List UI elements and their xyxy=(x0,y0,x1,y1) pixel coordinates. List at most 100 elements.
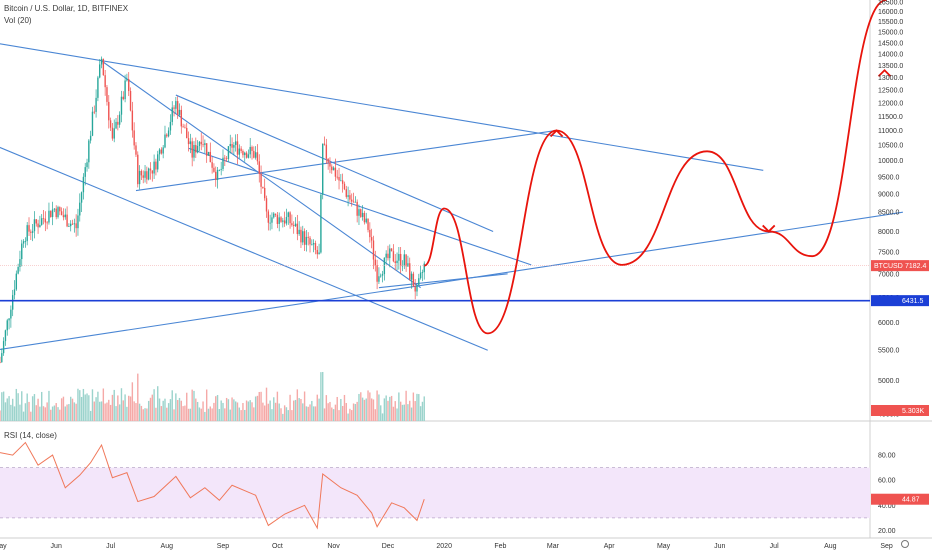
volume-bar xyxy=(423,396,425,421)
candle-body xyxy=(320,194,322,253)
chart-settings-icon[interactable] xyxy=(901,540,909,548)
candle-body xyxy=(244,152,246,156)
candle-body xyxy=(327,158,329,163)
volume-bar xyxy=(57,407,59,421)
volume-bar xyxy=(410,407,413,421)
candle-body xyxy=(24,241,27,242)
candle-body xyxy=(338,177,340,181)
candle-body xyxy=(77,215,79,229)
candle-body xyxy=(323,143,326,145)
projection-path[interactable] xyxy=(423,0,892,335)
volume-bar xyxy=(318,398,320,421)
candle-body xyxy=(260,173,262,187)
candle-body xyxy=(193,145,195,158)
volume-bar xyxy=(200,408,202,421)
candle-body xyxy=(267,211,270,223)
time-tick-label: May xyxy=(0,543,7,550)
volume-bar xyxy=(374,409,376,421)
volume-bar xyxy=(42,406,45,421)
candle-body xyxy=(19,259,21,268)
candle-body xyxy=(416,285,418,292)
candle-body xyxy=(13,289,16,296)
candle-body xyxy=(300,229,302,243)
volume-bar xyxy=(66,404,68,421)
candle-body xyxy=(343,183,346,190)
candle-body xyxy=(124,80,126,100)
volume-bar xyxy=(323,408,326,421)
volume-bar xyxy=(111,394,114,421)
trendline xyxy=(175,94,494,232)
candle-body xyxy=(311,244,313,246)
volume-bar xyxy=(227,399,230,421)
candle-body xyxy=(256,152,259,162)
volume-bars xyxy=(0,371,425,421)
volume-bar xyxy=(144,408,146,421)
volume-bar xyxy=(120,388,123,421)
candle-body xyxy=(381,274,384,276)
volume-bar xyxy=(271,409,273,421)
volume-bar xyxy=(396,408,398,421)
support-line[interactable] xyxy=(0,265,870,302)
candle-body xyxy=(111,127,114,139)
volume-bar xyxy=(99,401,101,421)
candle-body xyxy=(369,229,371,238)
volume-bar xyxy=(354,404,357,421)
volume-bar xyxy=(97,391,99,421)
candle-body xyxy=(365,218,367,223)
volume-bar xyxy=(28,401,30,421)
candle-body xyxy=(245,152,248,158)
candle-body xyxy=(378,276,380,282)
volume-bar xyxy=(176,400,179,421)
candle-body xyxy=(115,121,117,129)
trendlines[interactable] xyxy=(0,43,903,351)
candle-body xyxy=(97,77,99,98)
volume-bar xyxy=(329,401,331,421)
candle-body xyxy=(296,223,299,235)
time-tick-label: Oct xyxy=(272,543,283,550)
candle-body xyxy=(28,225,30,232)
candle-body xyxy=(31,231,34,233)
volume-bar xyxy=(309,404,311,421)
candle-body xyxy=(158,149,161,155)
candle-body xyxy=(410,273,413,280)
volume-bar xyxy=(390,395,393,421)
candle-body xyxy=(236,141,239,155)
volume-bar xyxy=(222,402,224,421)
candle-body xyxy=(209,151,212,163)
volume-bar xyxy=(40,391,43,421)
volume-bar xyxy=(55,403,57,421)
candle-body xyxy=(282,220,284,222)
volume-bar xyxy=(363,399,366,421)
volume-bar xyxy=(211,408,213,421)
candle-body xyxy=(176,101,179,115)
volume-bar xyxy=(60,398,63,421)
volume-bar xyxy=(175,393,177,421)
candle-body xyxy=(93,111,95,113)
time-tick-label: Sep xyxy=(217,543,230,550)
candle-body xyxy=(189,141,192,145)
volume-bar xyxy=(267,403,270,421)
volume-bar xyxy=(187,408,190,421)
candle-body xyxy=(347,195,349,197)
candle-body xyxy=(157,154,159,170)
volume-bar xyxy=(31,396,34,421)
volume-bar xyxy=(289,394,291,421)
candle-body xyxy=(360,209,362,217)
candle-body xyxy=(120,96,123,115)
volume-bar xyxy=(336,396,338,421)
volume-bar xyxy=(113,389,115,421)
price-tick-label: 14500.0 xyxy=(878,40,903,47)
volume-bar xyxy=(30,411,32,421)
volume-bar xyxy=(15,388,18,421)
volume-bar xyxy=(178,397,181,421)
volume-bar xyxy=(240,410,242,421)
candle-body xyxy=(283,220,286,224)
volume-bar xyxy=(205,389,208,421)
candle-body xyxy=(48,210,50,223)
candle-body xyxy=(137,154,139,185)
candle-body xyxy=(380,275,382,277)
volume-bar xyxy=(236,402,239,421)
candle-body xyxy=(396,260,398,264)
candle-body xyxy=(153,161,155,174)
